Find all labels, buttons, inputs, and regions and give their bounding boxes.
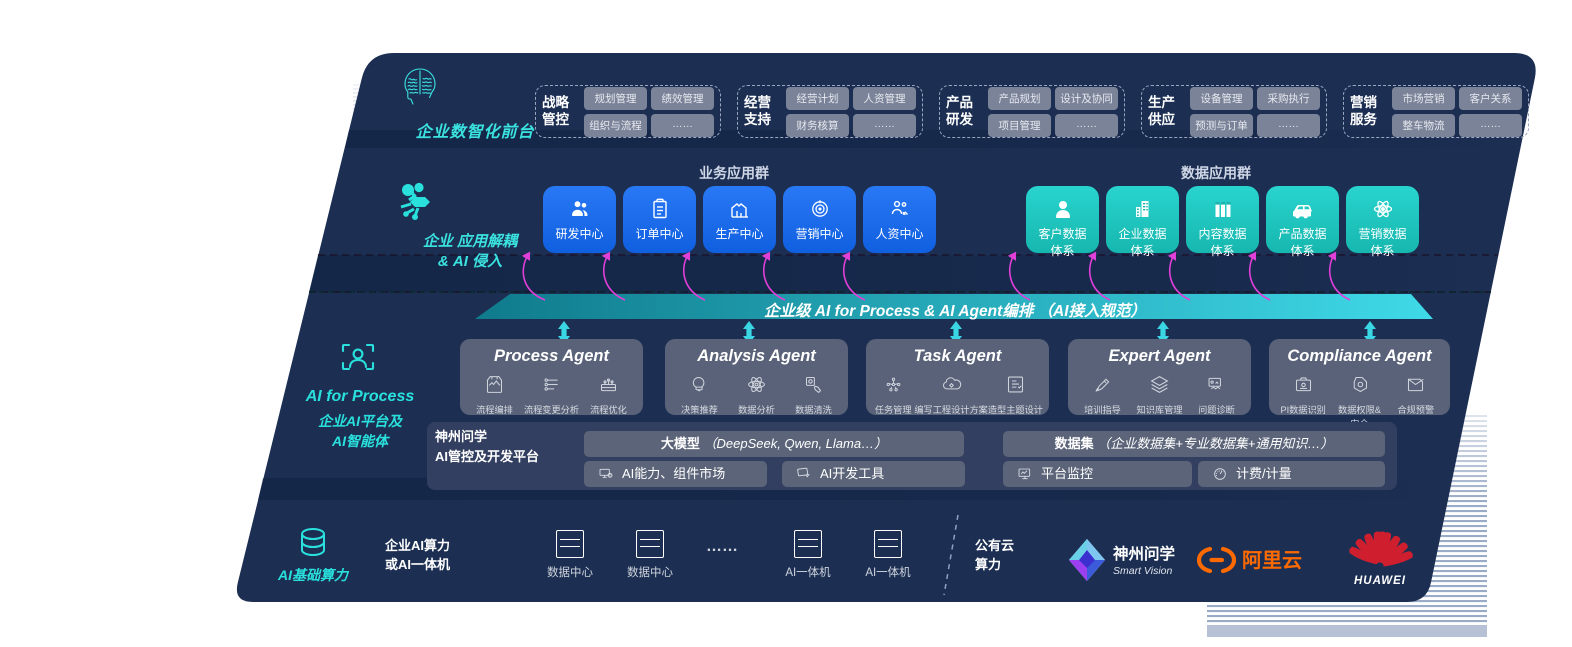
svg-text:神州问学: 神州问学 xyxy=(1113,544,1175,563)
svg-text:HUAWEI: HUAWEI xyxy=(1354,575,1406,587)
svg-text:Smart Vision: Smart Vision xyxy=(1113,565,1172,577)
svg-text:阿里云: 阿里云 xyxy=(1242,549,1302,572)
